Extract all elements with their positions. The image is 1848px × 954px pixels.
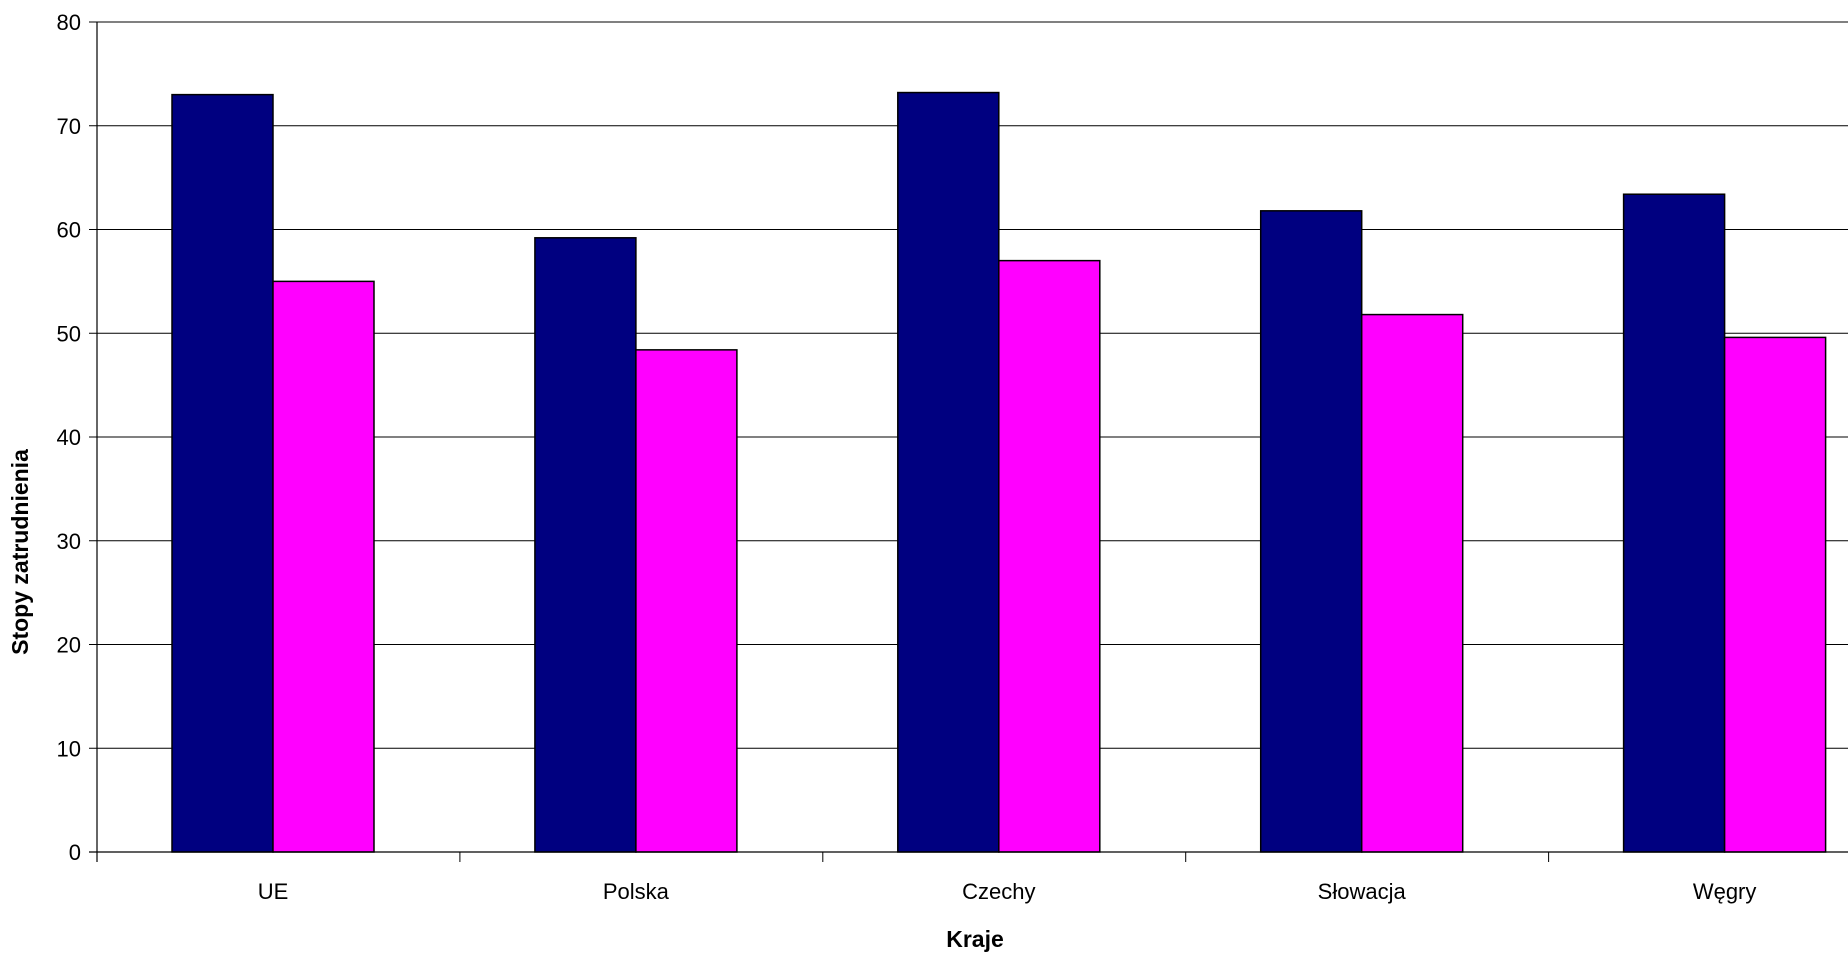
bar bbox=[897, 91, 1000, 853]
y-tick-label: 70 bbox=[57, 114, 81, 139]
y-tick-label: 80 bbox=[57, 10, 81, 35]
bar bbox=[272, 280, 375, 853]
x-tick-label: Czechy bbox=[962, 879, 1035, 904]
x-tick-label: Węgry bbox=[1693, 879, 1757, 904]
y-tick-label: 20 bbox=[57, 633, 81, 658]
x-tick-label: Polska bbox=[603, 879, 670, 904]
bar bbox=[998, 259, 1101, 853]
y-tick-labels: 0 10 20 30 40 50 60 70 80 bbox=[57, 10, 81, 865]
bar bbox=[1259, 210, 1363, 853]
y-tick-label: 10 bbox=[57, 736, 81, 761]
y-tick-label: 40 bbox=[57, 425, 81, 450]
bar bbox=[635, 349, 738, 853]
x-tick-label: UE bbox=[258, 879, 289, 904]
x-axis-title: Kraje bbox=[946, 926, 1004, 952]
bar bbox=[1622, 193, 1726, 853]
bar bbox=[171, 93, 274, 853]
bar bbox=[1360, 313, 1464, 853]
y-tick-label: 60 bbox=[57, 218, 81, 243]
bar bbox=[534, 237, 637, 853]
x-tick-labels: UE Polska Czechy Słowacja Węgry bbox=[258, 879, 1757, 904]
axes bbox=[89, 21, 1848, 862]
bar bbox=[1723, 336, 1827, 853]
y-tick-label: 50 bbox=[57, 321, 81, 346]
y-tick-label: 30 bbox=[57, 529, 81, 554]
x-tick-label: Słowacja bbox=[1318, 879, 1407, 904]
y-tick-label: 0 bbox=[69, 840, 81, 865]
y-axis-title: Stopy zatrudnienia bbox=[7, 449, 33, 655]
bars-group bbox=[171, 91, 1827, 853]
